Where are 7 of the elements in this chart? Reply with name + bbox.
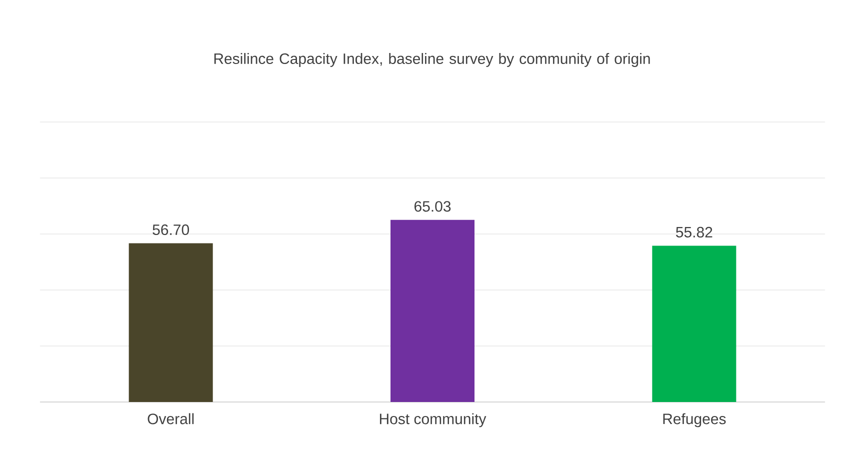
- x-tick-label: Overall: [148, 413, 194, 424]
- data-label: 65.03: [414, 201, 451, 212]
- data-label: 55.82: [676, 226, 712, 238]
- data-label: 56.70: [152, 224, 190, 236]
- x-tick-label: Host community: [380, 413, 486, 428]
- chart-title: Resilince Capacity Index, baseline survey by community of origin: [214, 53, 650, 67]
- x-tick-label: Refugees: [663, 413, 726, 428]
